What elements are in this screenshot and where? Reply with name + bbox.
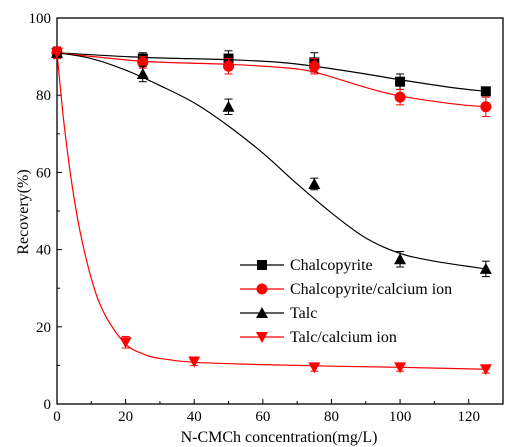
data-point-triangle-up bbox=[394, 253, 407, 265]
series-curve-triangle-up bbox=[56, 52, 486, 270]
plot-frame bbox=[56, 17, 504, 405]
x-tick-label: 100 bbox=[389, 409, 412, 425]
y-tick-label: 40 bbox=[36, 243, 51, 259]
x-tick-label: 0 bbox=[53, 409, 61, 425]
x-tick-label: 20 bbox=[118, 409, 133, 425]
legend-marker-square bbox=[257, 260, 267, 270]
data-point-triangle-up bbox=[222, 100, 235, 112]
legend-label: Chalcopyrite/calcium ion bbox=[290, 281, 452, 298]
series-curve-circle bbox=[56, 52, 486, 108]
y-tick-label: 0 bbox=[44, 397, 52, 413]
data-point-triangle-up bbox=[308, 177, 321, 189]
data-point-triangle-down bbox=[394, 362, 407, 374]
legend-label: Talc/calcium ion bbox=[290, 329, 397, 346]
series-curve-square bbox=[56, 52, 486, 92]
series-curve-triangle-down bbox=[56, 52, 486, 370]
x-tick-label: 60 bbox=[255, 409, 270, 425]
y-axis-title: Recovery(%) bbox=[15, 169, 32, 254]
y-tick-label: 60 bbox=[36, 165, 51, 181]
data-point-triangle-down bbox=[119, 337, 132, 349]
data-point-triangle-down bbox=[479, 364, 492, 376]
x-axis-title: N-CMCh concentration(mg/L) bbox=[181, 429, 378, 446]
x-tick-label: 120 bbox=[457, 409, 480, 425]
data-point-circle bbox=[223, 60, 235, 72]
plot-area: 0 20 40 60 80 100 120 0 20 40 60 80 100 Chalcopyrite C… bbox=[29, 11, 504, 425]
data-point-triangle-up bbox=[479, 262, 492, 274]
y-tick-label: 80 bbox=[36, 88, 51, 104]
data-point-square bbox=[480, 86, 491, 97]
data-point-triangle-down bbox=[51, 47, 63, 59]
legend-label: Talc bbox=[290, 305, 317, 322]
data-point-circle bbox=[394, 91, 406, 103]
x-tick-label: 40 bbox=[187, 409, 202, 425]
data-point-circle bbox=[308, 60, 320, 72]
data-point-circle bbox=[137, 56, 149, 68]
x-tick-label: 80 bbox=[324, 409, 339, 425]
data-point-circle bbox=[480, 101, 492, 113]
legend-marker-circle bbox=[256, 283, 268, 295]
legend-marker-triangle-up bbox=[256, 307, 268, 318]
y-tick-label: 20 bbox=[36, 320, 51, 336]
data-point-square bbox=[395, 76, 406, 87]
y-tick-label: 100 bbox=[29, 11, 52, 27]
data-point-triangle-down bbox=[188, 356, 201, 368]
data-point-triangle-up bbox=[136, 67, 149, 79]
data-point-triangle-down bbox=[308, 362, 321, 374]
legend-marker-triangle-down bbox=[256, 332, 268, 343]
legend-label: Chalcopyrite bbox=[290, 257, 373, 274]
